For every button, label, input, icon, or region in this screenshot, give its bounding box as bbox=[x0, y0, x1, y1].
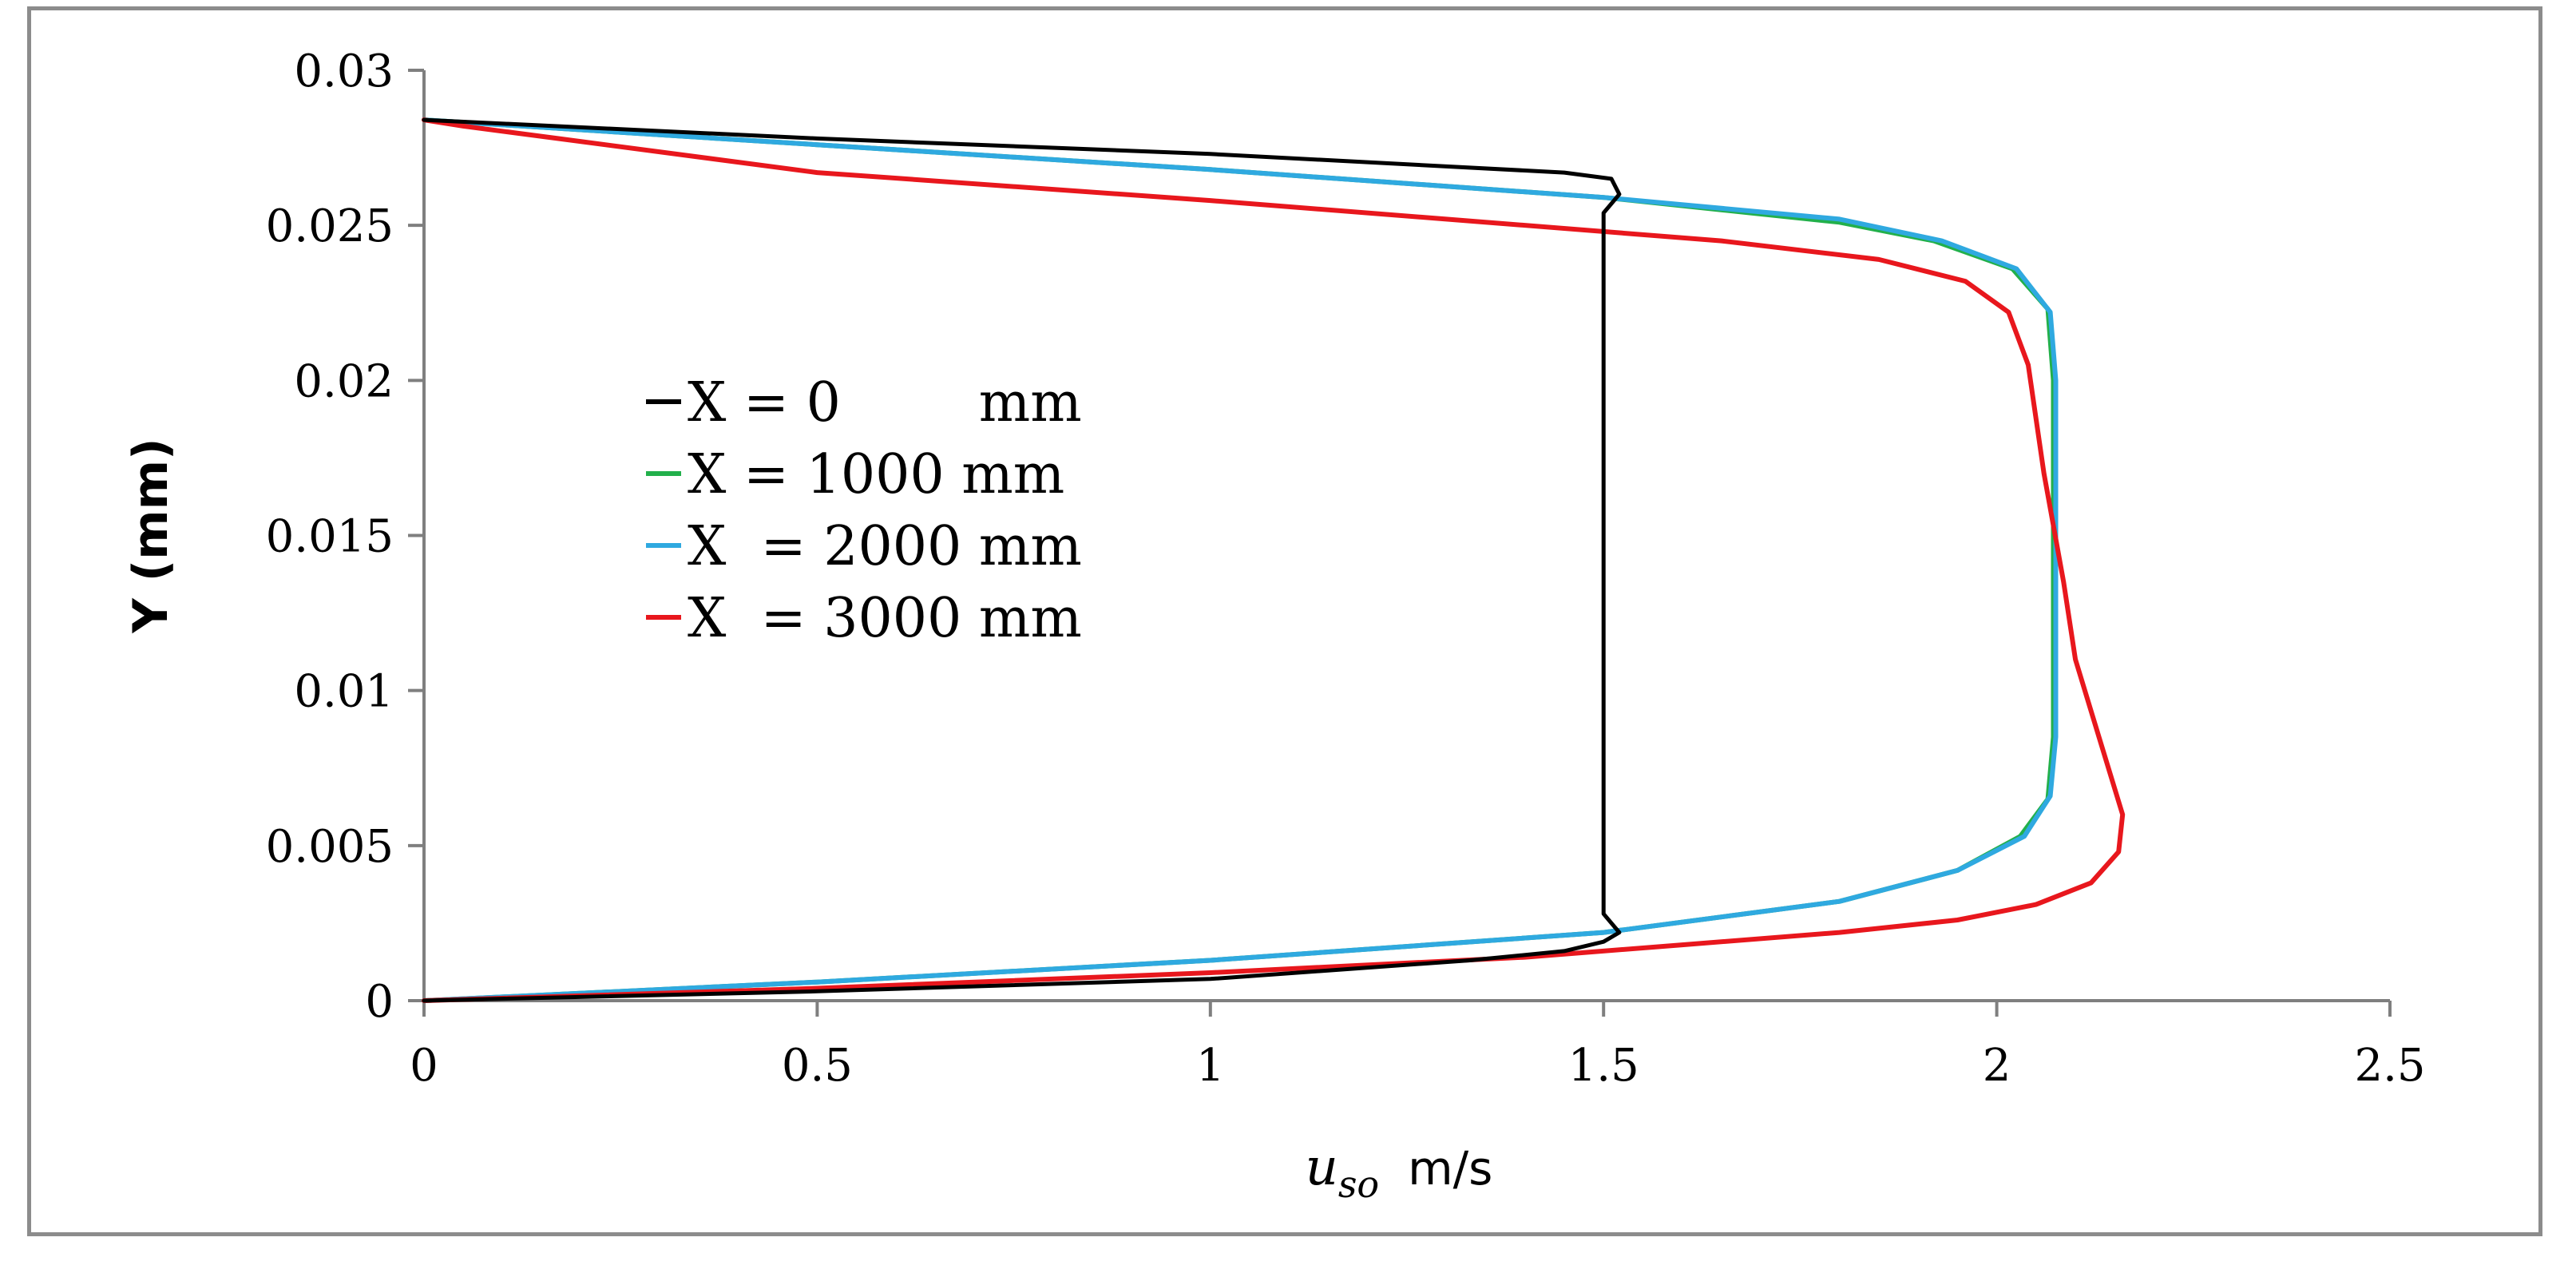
legend: X = 0 mm X = 1000 mm X = 2000 mm X = 3000 m… bbox=[646, 371, 1082, 650]
x-tick-label: 0 bbox=[410, 1040, 438, 1092]
legend-label-2: X = 2000 mm bbox=[688, 515, 1082, 578]
x-axis-label-symbol: u bbox=[1306, 1138, 1338, 1197]
y-axis-label: Y (mm) bbox=[123, 438, 179, 633]
series-line-3 bbox=[422, 117, 2126, 1003]
y-tick-label: 0.01 bbox=[294, 666, 394, 718]
x-tick-label: 0.5 bbox=[782, 1040, 853, 1092]
series-line-2 bbox=[422, 117, 2059, 1003]
legend-label-0: X = 0 mm bbox=[688, 371, 1082, 434]
legend-label-3: X = 3000 mm bbox=[688, 587, 1082, 650]
chart-frame: 0 0.005 0.01 0.015 0.02 0.025 0.03 0 0.5 1 1.5 2 2.5… bbox=[27, 6, 2542, 1236]
legend-label-1: X = 1000 mm bbox=[688, 443, 1064, 506]
axes: 0 0.005 0.01 0.015 0.02 0.025 0.03 0 0.5 1 1.5 2 2.5 bbox=[266, 46, 2426, 1092]
axis-labels: Y (mm) uso m/s bbox=[123, 438, 1492, 1206]
y-tick-label: 0.03 bbox=[294, 46, 394, 97]
x-axis-label-subscript: so bbox=[1338, 1163, 1379, 1206]
y-tick-label: 0 bbox=[365, 976, 394, 1028]
x-tick-label: 1 bbox=[1196, 1040, 1225, 1092]
x-tick-label: 1.5 bbox=[1568, 1040, 1639, 1092]
x-axis-label: uso m/s bbox=[1306, 1138, 1493, 1206]
series-line-0 bbox=[422, 117, 1622, 1003]
x-axis-label-unit: m/s bbox=[1408, 1141, 1492, 1196]
x-tick-label: 2.5 bbox=[2354, 1040, 2425, 1092]
y-tick-label: 0.005 bbox=[266, 821, 394, 873]
series-layer bbox=[422, 117, 2126, 1003]
line-chart: 0 0.005 0.01 0.015 0.02 0.025 0.03 0 0.5 1 1.5 2 2.5… bbox=[123, 46, 2426, 1206]
y-tick-label: 0.02 bbox=[294, 355, 394, 407]
y-tick-label: 0.015 bbox=[266, 511, 394, 563]
y-tick-label: 0.025 bbox=[266, 200, 394, 252]
x-tick-label: 2 bbox=[1983, 1040, 2011, 1092]
